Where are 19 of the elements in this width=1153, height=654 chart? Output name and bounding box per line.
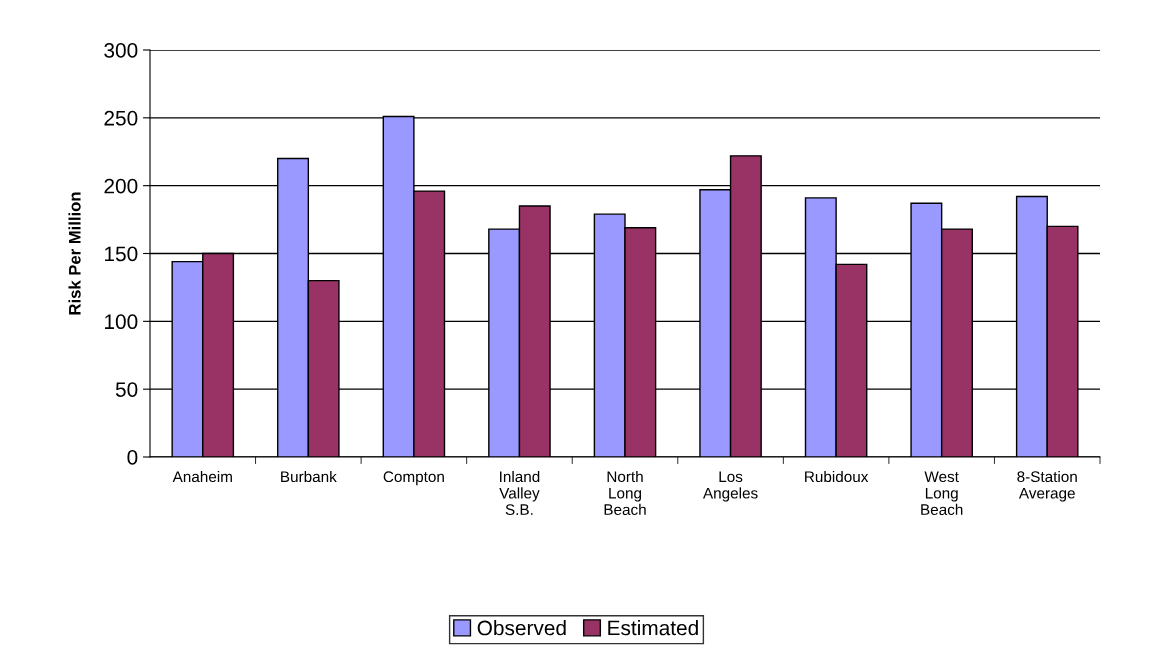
y-tick-label: 300 — [104, 43, 138, 58]
y-tick-label: 50 — [115, 382, 138, 397]
legend-label: Estimated — [608, 620, 698, 636]
y-tick-label: 200 — [104, 178, 138, 194]
x-tick-label: Compton — [383, 471, 444, 486]
legend-label: Observed — [477, 620, 566, 636]
x-tick-label: 8-Station Average — [1017, 470, 1077, 502]
y-tick-label: 100 — [105, 314, 138, 330]
y-tick-label: 250 — [104, 110, 138, 126]
x-tick-label: Burbank — [281, 470, 337, 483]
y-tick-label: 150 — [105, 246, 138, 262]
x-tick-label: Rubidoux — [805, 470, 869, 483]
y-tick-label: 0 — [127, 450, 138, 465]
x-tick-label: Anaheim — [172, 470, 232, 483]
x-tick-label: West Long Beach — [921, 471, 963, 516]
x-tick-label: North Long Beach — [604, 470, 646, 516]
x-tick-label: Los Angeles — [702, 471, 758, 502]
y-axis-title: Risk Per Million — [68, 192, 81, 315]
x-tick-label: Inland Valley S.B. — [499, 470, 540, 516]
